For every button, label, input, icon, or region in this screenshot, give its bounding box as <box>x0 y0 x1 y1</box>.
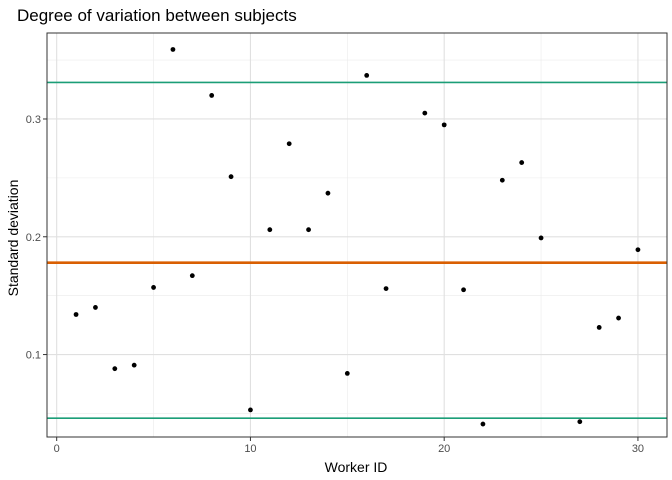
data-point <box>441 122 447 128</box>
data-point <box>383 286 389 291</box>
y-tick-label: 0.2 <box>26 232 41 244</box>
y-tick-label: 0.1 <box>26 350 41 362</box>
data-point <box>112 366 118 372</box>
data-point <box>616 315 621 321</box>
y-axis-ticks: 0.1 0.2 0.3 <box>26 114 47 362</box>
x-tick-label: 20 <box>438 443 450 455</box>
data-point <box>461 287 466 293</box>
data-point <box>209 93 215 98</box>
data-point <box>422 110 428 116</box>
data-point <box>151 285 156 290</box>
data-point <box>286 141 292 147</box>
data-point <box>596 325 602 330</box>
reference-lines <box>47 81 667 419</box>
data-point <box>480 421 486 427</box>
data-point <box>577 419 583 425</box>
data-points <box>73 47 641 427</box>
y-axis-title: Standard deviation <box>5 180 21 297</box>
x-axis-ticks: 0 10 20 30 <box>54 437 644 455</box>
data-point <box>189 273 195 279</box>
data-point <box>93 305 98 310</box>
major-gridlines <box>47 33 667 437</box>
data-point <box>635 247 641 253</box>
x-tick-label: 30 <box>632 443 644 455</box>
data-point <box>519 160 525 165</box>
x-tick-label: 10 <box>244 443 256 455</box>
data-point <box>364 73 370 78</box>
y-tick-label: 0.3 <box>26 114 41 126</box>
data-point <box>538 235 544 241</box>
data-point <box>131 362 137 368</box>
x-tick-label: 0 <box>54 443 60 455</box>
data-point <box>325 190 331 196</box>
chart-title: Degree of variation between subjects <box>17 6 297 25</box>
data-point <box>248 407 253 413</box>
minor-gridlines <box>47 33 667 437</box>
data-point <box>73 312 79 317</box>
data-point <box>267 227 273 233</box>
data-point <box>499 177 505 183</box>
data-point <box>306 227 311 233</box>
data-point <box>344 370 350 376</box>
x-axis-title: Worker ID <box>325 459 388 475</box>
data-point <box>170 47 176 52</box>
data-point <box>228 174 234 180</box>
plot-panel-border <box>46 32 668 438</box>
